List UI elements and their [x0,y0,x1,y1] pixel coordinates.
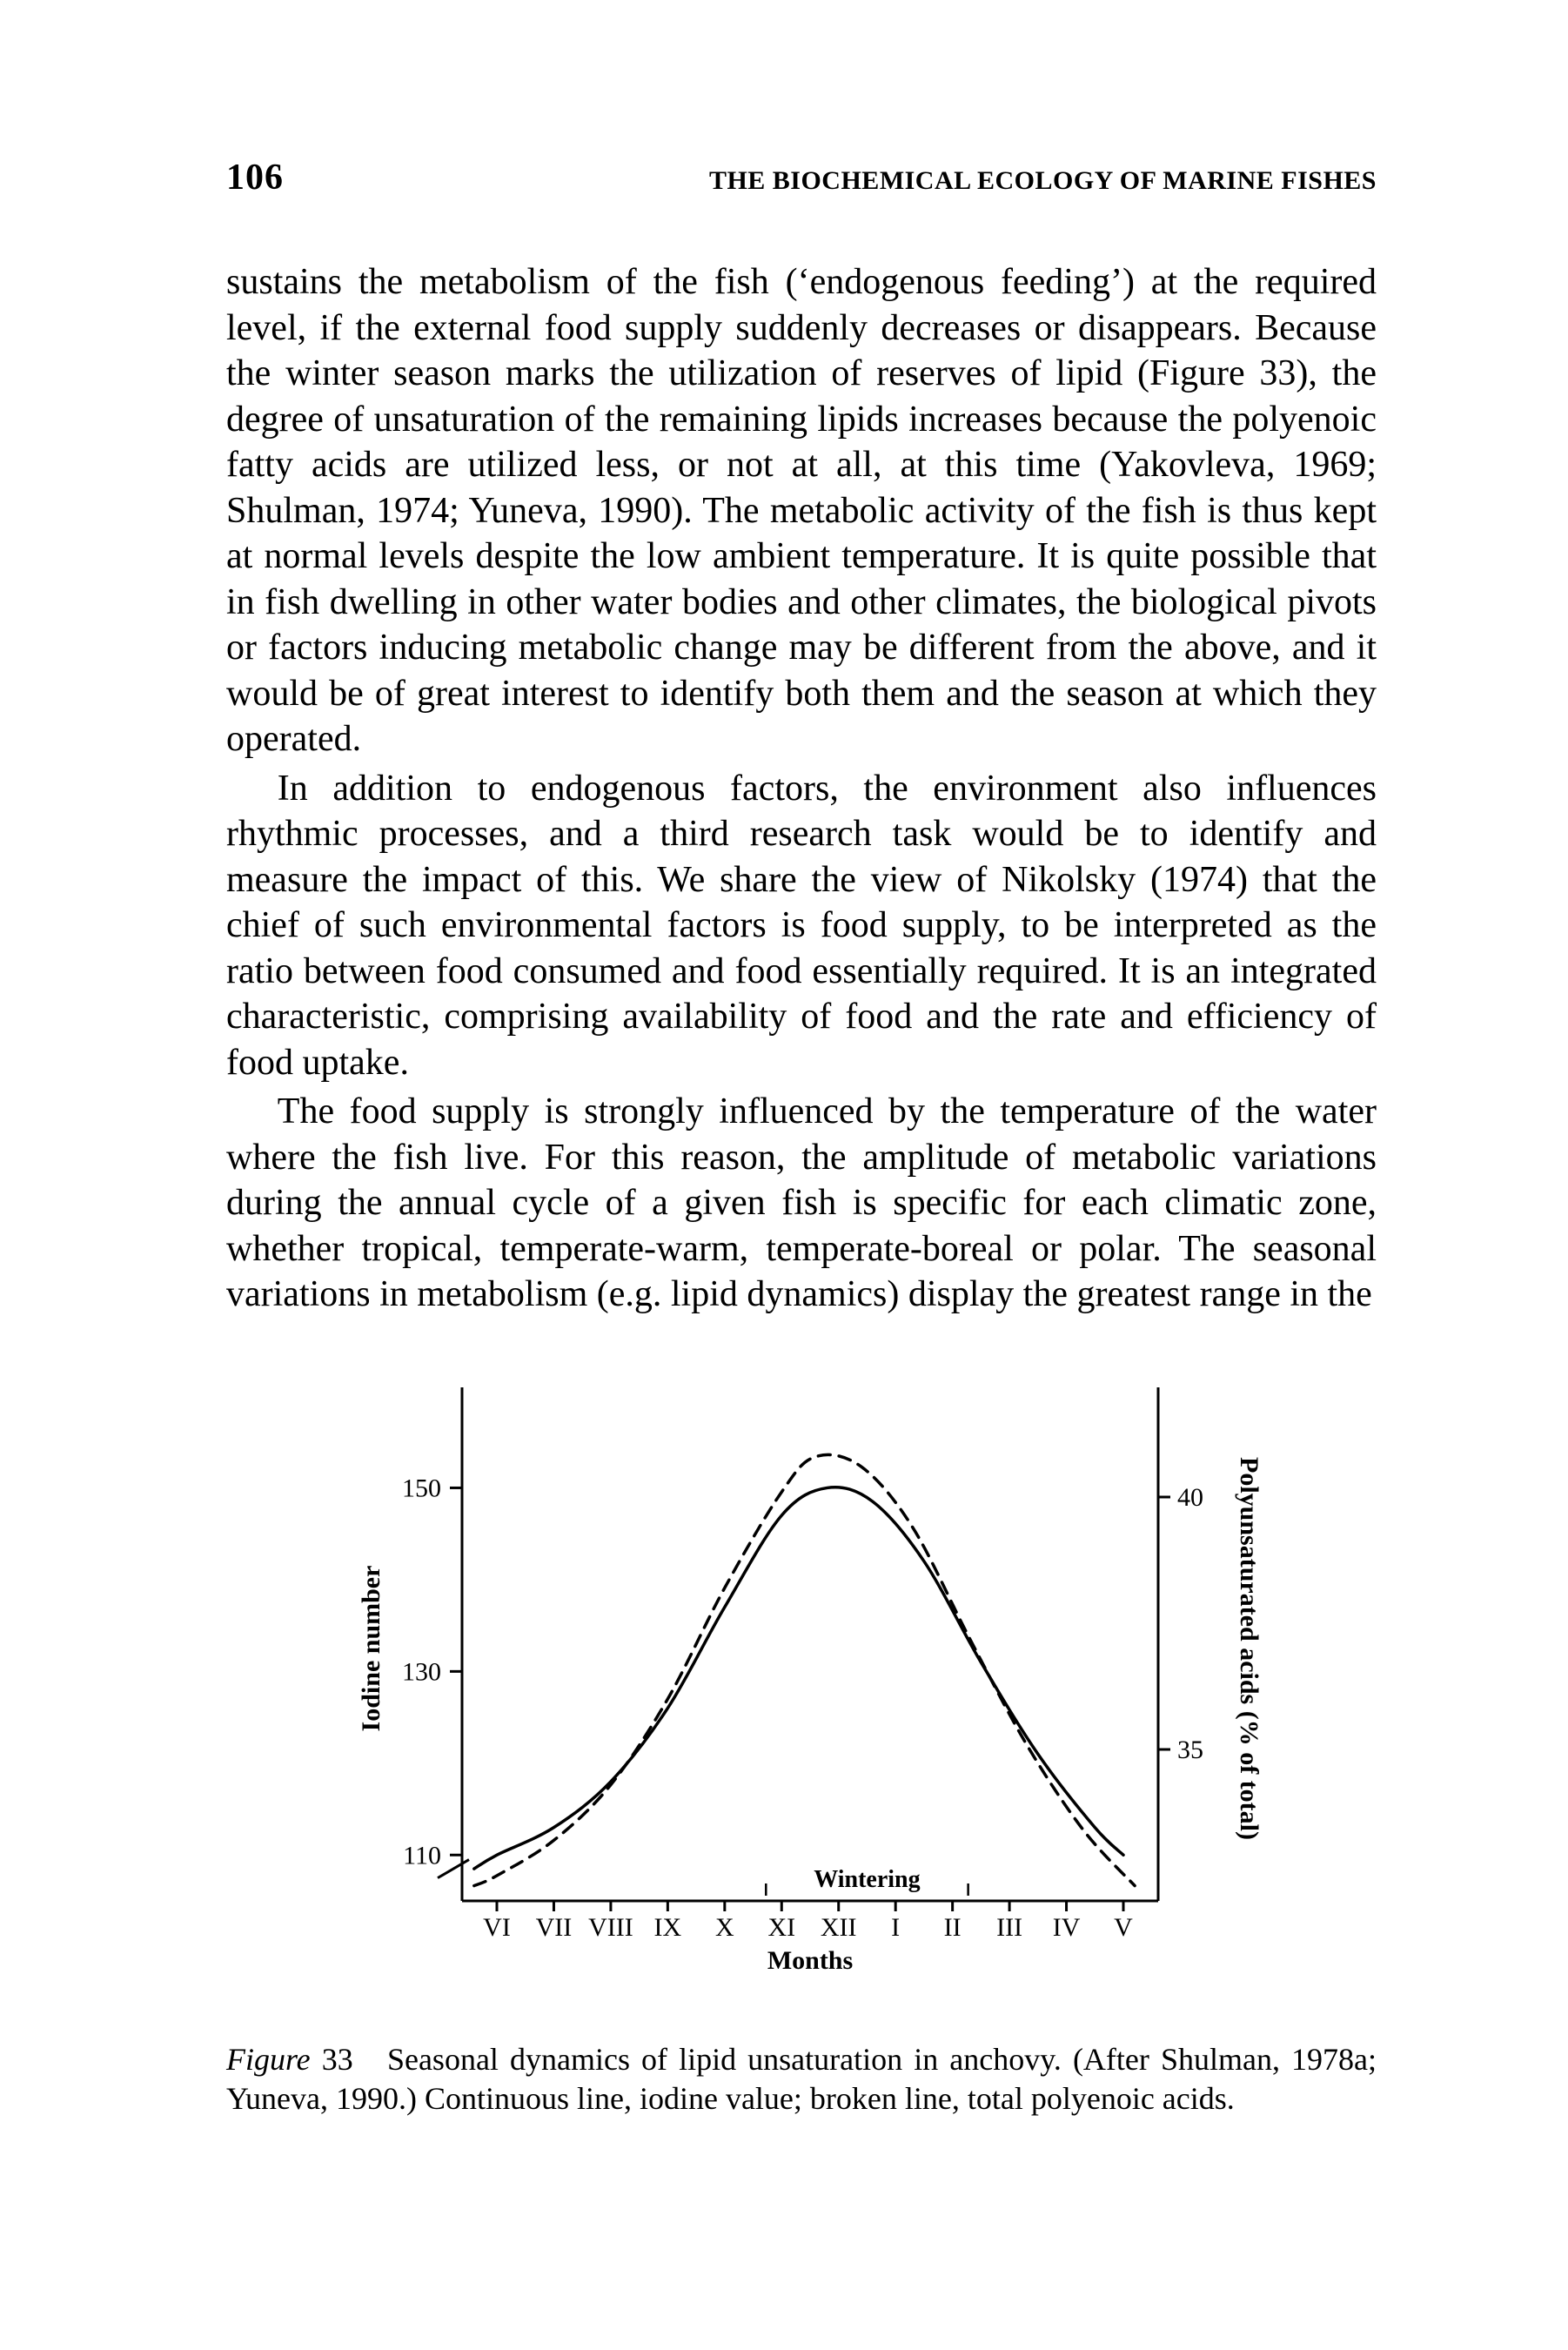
figure-label: Figure [226,2042,311,2077]
svg-text:VII: VII [536,1913,573,1942]
svg-text:III: III [996,1913,1022,1942]
svg-text:VI: VI [483,1913,511,1942]
svg-text:35: 35 [1177,1736,1203,1764]
svg-text:40: 40 [1177,1483,1203,1512]
svg-text:IV: IV [1053,1913,1081,1942]
svg-text:Polyunsaturated acids (% of to: Polyunsaturated acids (% of total) [1235,1457,1263,1840]
figure-caption-text: Seasonal dynamics of lipid unsaturation … [226,2042,1377,2116]
page: 106 THE BIOCHEMICAL ECOLOGY OF MARINE FI… [0,0,1568,2350]
paragraph: In addition to endogenous factors, the e… [226,766,1377,1086]
svg-text:150: 150 [402,1474,441,1502]
figure-number: 33 [322,2042,353,2077]
svg-text:I: I [891,1913,900,1942]
svg-text:XI: XI [767,1913,795,1942]
paragraph: sustains the metabolism of the fish (‘en… [226,259,1377,762]
paragraph: The food supply is strongly influenced b… [226,1089,1377,1318]
svg-text:X: X [715,1913,734,1942]
running-head: THE BIOCHEMICAL ECOLOGY OF MARINE FISHES [709,166,1377,196]
svg-text:II: II [944,1913,962,1942]
svg-text:V: V [1114,1913,1133,1942]
svg-text:Months: Months [767,1946,853,1975]
svg-text:VIII: VIII [588,1913,633,1942]
svg-text:Iodine number: Iodine number [357,1565,385,1731]
svg-text:IX: IX [654,1913,682,1942]
svg-text:110: 110 [403,1841,441,1870]
svg-text:XII: XII [821,1913,857,1942]
body-text: sustains the metabolism of the fish (‘en… [226,259,1377,1318]
page-header: 106 THE BIOCHEMICAL ECOLOGY OF MARINE FI… [226,157,1377,198]
figure-svg: 1101301503540VIVIIVIIIIXXXIXIIIIIIIIIVVM… [323,1370,1280,1997]
figure-33: 1101301503540VIVIIVIIIIXXXIXIIIIIIIIIVVM… [226,1370,1377,2118]
svg-text:Wintering: Wintering [814,1866,920,1893]
page-number: 106 [226,157,284,198]
svg-text:130: 130 [402,1657,441,1686]
figure-caption: Figure 33 Seasonal dynamics of lipid uns… [226,2040,1377,2118]
